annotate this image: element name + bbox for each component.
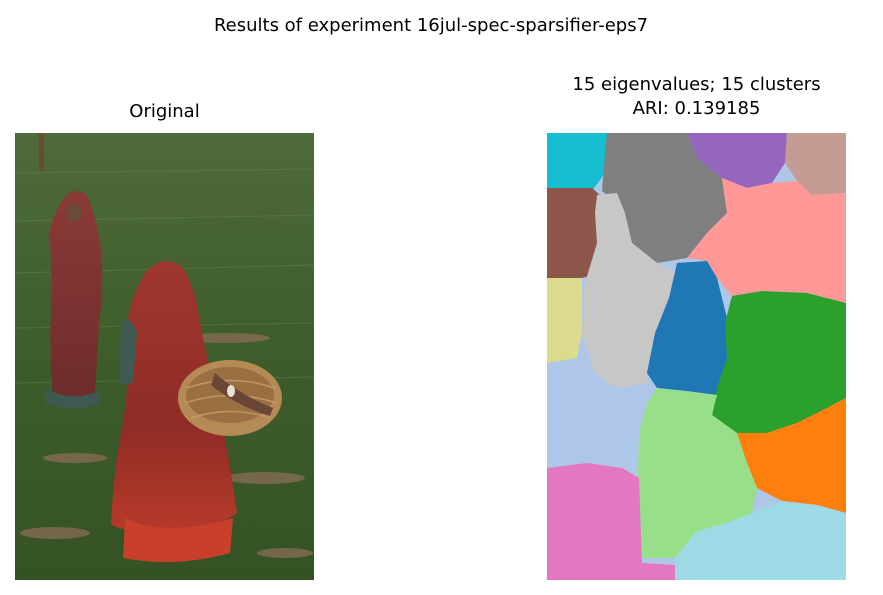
original-image bbox=[15, 133, 314, 580]
figure-title: Results of experiment 16jul-spec-sparsif… bbox=[213, 15, 649, 36]
cluster-magenta bbox=[547, 463, 675, 580]
cluster-lightgray bbox=[582, 193, 677, 388]
cluster-lightcyan bbox=[675, 501, 846, 580]
segmentation-title-line1: 15 eigenvalues; 15 clusters bbox=[572, 74, 821, 95]
cluster-pinklight bbox=[687, 178, 846, 303]
cluster-orange bbox=[737, 398, 846, 513]
cluster-purple bbox=[687, 133, 787, 188]
segmentation-image bbox=[547, 133, 846, 580]
segmentation-panel-title: 15 eigenvalues; 15 clusters ARI: 0.13918… bbox=[497, 73, 883, 121]
original-panel-title: Original bbox=[129, 101, 200, 122]
cluster-green bbox=[712, 291, 846, 433]
segmentation-title-line2: ARI: 0.139185 bbox=[632, 98, 761, 119]
cluster-blue bbox=[647, 261, 729, 395]
cluster-gray bbox=[602, 133, 727, 263]
cluster-cyan bbox=[547, 133, 607, 193]
original-photo bbox=[15, 133, 314, 580]
cluster-lightgreen bbox=[637, 388, 757, 558]
cluster-khaki bbox=[547, 278, 582, 363]
cluster-rosebrown bbox=[785, 133, 846, 195]
segmentation-map bbox=[547, 133, 846, 580]
